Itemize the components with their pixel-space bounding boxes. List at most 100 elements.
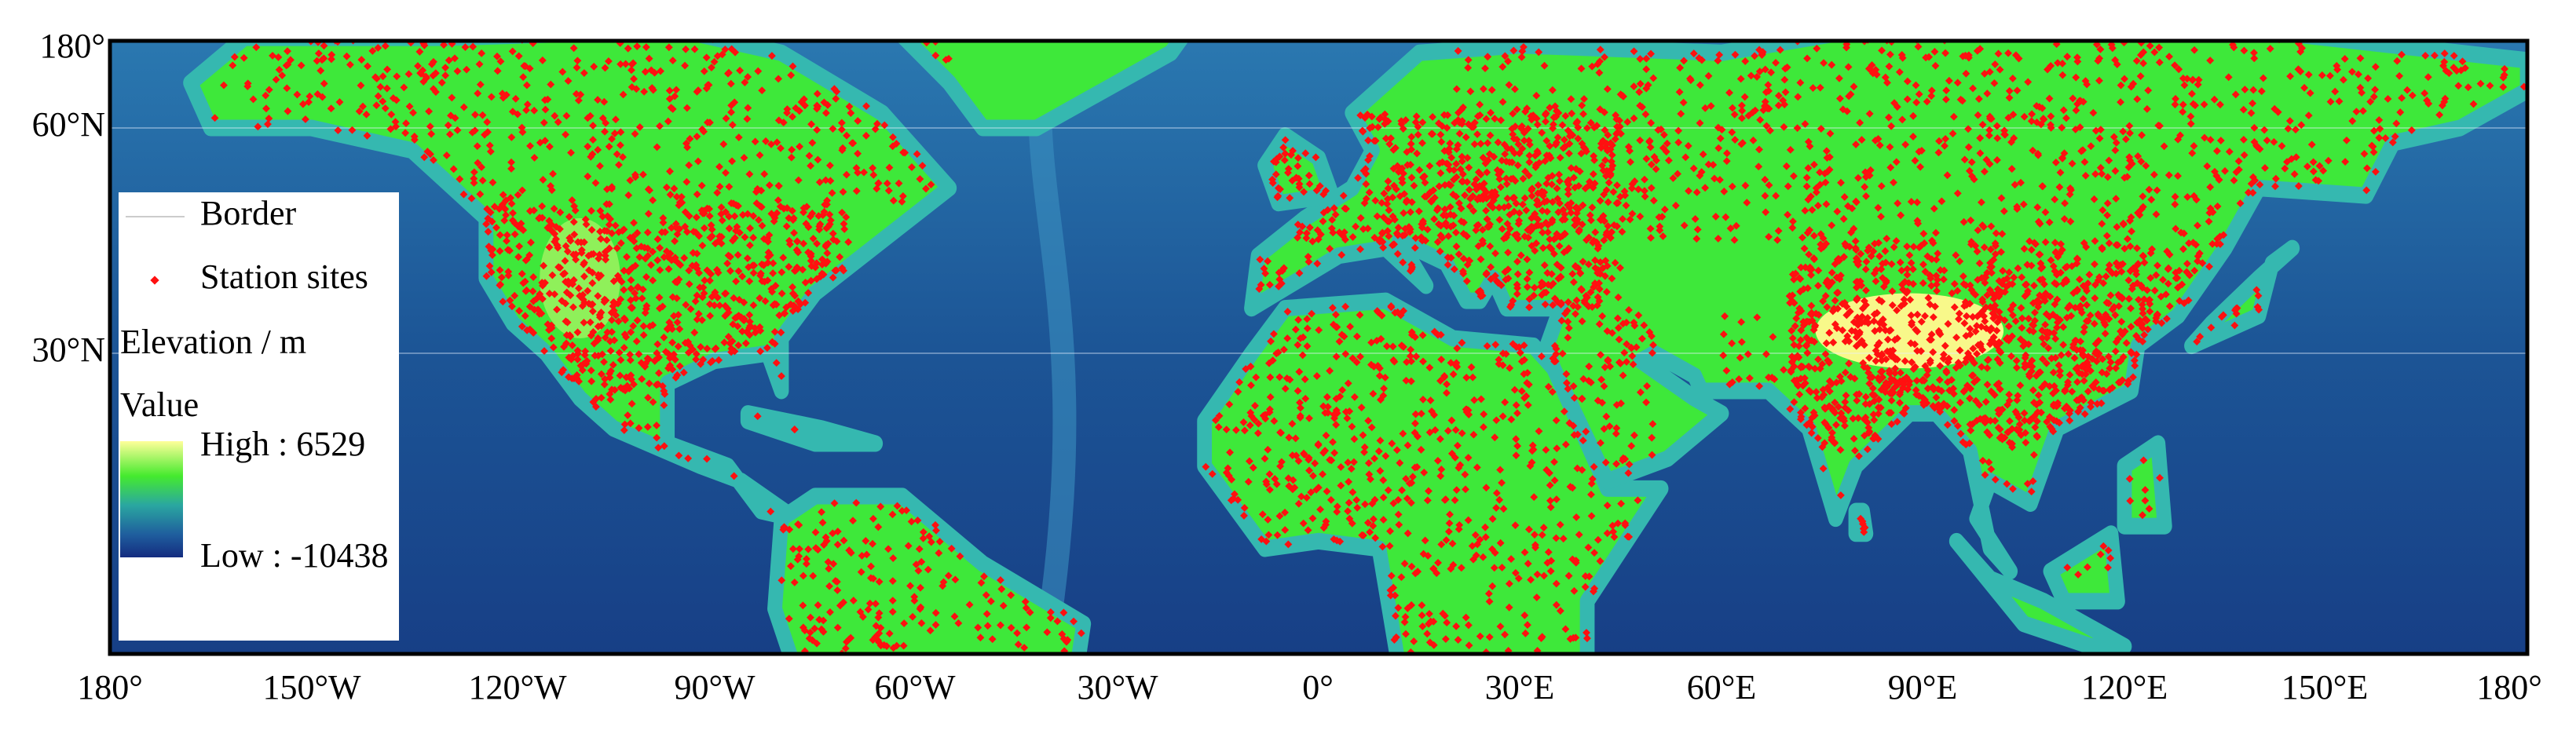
station-site (622, 373, 631, 382)
station-site (644, 210, 653, 218)
station-site (506, 296, 514, 305)
station-site (776, 203, 785, 211)
station-site (594, 336, 602, 345)
station-site (758, 221, 767, 230)
station-site (789, 216, 797, 225)
station-site (522, 286, 531, 294)
stations (210, 41, 2527, 654)
station-site (695, 232, 704, 240)
station-site (499, 298, 507, 306)
station-site (730, 212, 739, 221)
station-site (609, 277, 618, 286)
legend-border: Border (200, 194, 297, 232)
station-site (626, 265, 635, 274)
station-site (821, 176, 830, 184)
station-site (521, 277, 529, 286)
station-site (601, 334, 609, 342)
station-site (595, 254, 603, 263)
station-site (538, 202, 547, 210)
madagascar (1614, 669, 1654, 699)
station-site (448, 93, 456, 102)
station-site (629, 380, 638, 389)
station-site (697, 316, 706, 324)
station-site (551, 290, 559, 298)
station-site (632, 337, 641, 345)
station-site (779, 254, 788, 262)
station-site (706, 358, 715, 367)
station-site (732, 277, 741, 286)
station-site (778, 289, 786, 298)
station-site (568, 374, 576, 383)
station-site (547, 334, 556, 343)
station-site (568, 341, 576, 349)
y-tick-label: 60°N (32, 105, 105, 144)
station-site (510, 230, 519, 239)
south-america (767, 488, 1092, 654)
station-site (558, 297, 566, 305)
station-site (580, 318, 588, 327)
station-site (372, 101, 381, 110)
station-site (717, 203, 726, 212)
station-site (553, 305, 562, 314)
station-site (668, 224, 676, 232)
station-site (518, 269, 526, 278)
station-site (785, 262, 793, 271)
indonesia (1948, 435, 2172, 654)
station-site (639, 330, 648, 339)
station-site (620, 343, 628, 352)
station-site (631, 294, 640, 302)
station-site (734, 202, 742, 210)
station-site (573, 328, 582, 337)
station-site (726, 267, 734, 276)
station-site (532, 294, 541, 303)
station-site (620, 286, 628, 294)
station-site (773, 138, 781, 147)
station-site (600, 226, 609, 235)
map-area (110, 41, 2527, 699)
legend-stations: Station sites (200, 257, 368, 296)
station-site (626, 350, 635, 359)
station-site (728, 157, 737, 166)
station-site (671, 374, 680, 382)
station-site (562, 339, 571, 348)
station-site (715, 356, 723, 364)
station-site (745, 277, 754, 286)
station-site (517, 219, 525, 228)
station-site (778, 268, 786, 276)
station-site (708, 293, 716, 301)
station-site (514, 253, 523, 261)
x-tick-label: 60°E (1687, 668, 1756, 707)
station-site (680, 254, 689, 262)
station-site (551, 229, 559, 238)
station-site (608, 316, 616, 324)
station-site (720, 338, 729, 347)
station-site (570, 202, 579, 210)
station-site (746, 224, 755, 232)
station-site (735, 228, 744, 237)
station-site (515, 306, 524, 315)
station-site (562, 330, 571, 339)
station-site (764, 253, 772, 261)
station-site (756, 272, 765, 279)
station-site (582, 220, 591, 228)
station-site (751, 328, 759, 337)
station-site (696, 283, 704, 292)
station-site (526, 141, 534, 150)
y-axis: 180°60°N30°N (32, 27, 105, 369)
x-tick-label: 120°W (468, 668, 567, 707)
station-site (508, 47, 517, 56)
station-site (608, 229, 617, 238)
station-site (623, 253, 631, 261)
station-site (653, 349, 661, 357)
station-site (700, 224, 708, 232)
station-site (689, 249, 697, 257)
station-site (729, 320, 737, 329)
station-site (844, 238, 853, 246)
station-site (482, 272, 491, 280)
station-site (724, 333, 733, 341)
station-site (600, 358, 608, 367)
station-site (635, 253, 644, 261)
station-site (558, 368, 566, 377)
station-site (633, 228, 642, 237)
station-site (785, 236, 793, 245)
